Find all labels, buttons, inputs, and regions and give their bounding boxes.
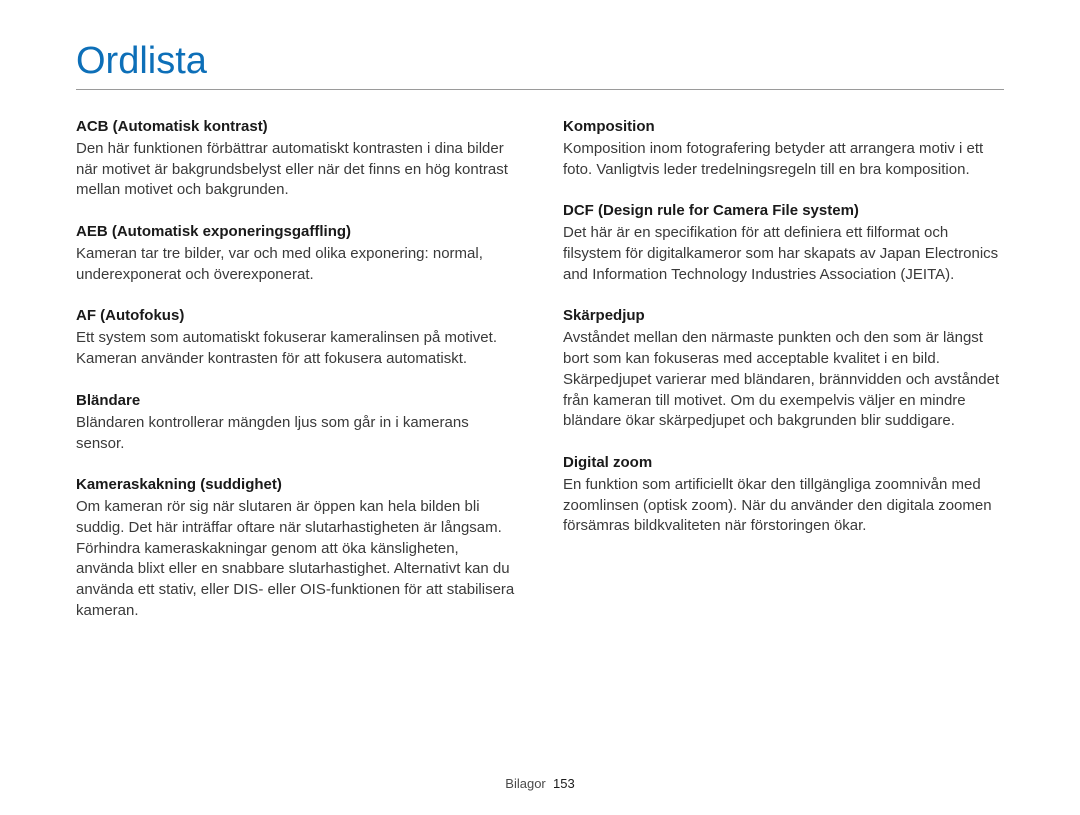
glossary-entry: ACB (Automatisk kontrast) Den här funkti… xyxy=(76,118,517,201)
glossary-definition: En funktion som artificiellt ökar den ti… xyxy=(563,475,1004,537)
glossary-term: Skärpedjup xyxy=(563,307,1004,324)
glossary-entry: Digital zoom En funktion som artificiell… xyxy=(563,454,1004,537)
title-rule xyxy=(76,89,1004,90)
glossary-term: DCF (Design rule for Camera File system) xyxy=(563,202,1004,219)
glossary-term: Komposition xyxy=(563,118,1004,135)
glossary-definition: Det här är en specifikation för att defi… xyxy=(563,223,1004,285)
right-column: Komposition Komposition inom fotograferi… xyxy=(563,118,1004,643)
glossary-definition: Bländaren kontrollerar mängden ljus som … xyxy=(76,413,517,454)
glossary-definition: Komposition inom fotografering betyder a… xyxy=(563,139,1004,180)
glossary-entry: Kameraskakning (suddighet) Om kameran rö… xyxy=(76,476,517,621)
glossary-term: Digital zoom xyxy=(563,454,1004,471)
glossary-entry: DCF (Design rule for Camera File system)… xyxy=(563,202,1004,285)
glossary-term: ACB (Automatisk kontrast) xyxy=(76,118,517,135)
glossary-definition: Den här funktionen förbättrar automatisk… xyxy=(76,139,517,201)
glossary-entry: Skärpedjup Avståndet mellan den närmaste… xyxy=(563,307,1004,431)
glossary-definition: Om kameran rör sig när slutaren är öppen… xyxy=(76,497,517,621)
glossary-entry: Komposition Komposition inom fotograferi… xyxy=(563,118,1004,180)
page-title: Ordlista xyxy=(76,40,1004,83)
footer-section: Bilagor xyxy=(505,776,545,791)
glossary-term: AEB (Automatisk exponeringsgaffling) xyxy=(76,223,517,240)
glossary-definition: Kameran tar tre bilder, var och med olik… xyxy=(76,244,517,285)
glossary-term: Kameraskakning (suddighet) xyxy=(76,476,517,493)
glossary-term: Bländare xyxy=(76,392,517,409)
glossary-entry: Bländare Bländaren kontrollerar mängden … xyxy=(76,392,517,454)
document-page: Ordlista ACB (Automatisk kontrast) Den h… xyxy=(0,0,1080,815)
glossary-entry: AEB (Automatisk exponeringsgaffling) Kam… xyxy=(76,223,517,285)
glossary-columns: ACB (Automatisk kontrast) Den här funkti… xyxy=(76,118,1004,643)
glossary-definition: Avståndet mellan den närmaste punkten oc… xyxy=(563,328,1004,431)
glossary-entry: AF (Autofokus) Ett system som automatisk… xyxy=(76,307,517,369)
footer-page-number: 153 xyxy=(553,776,575,791)
glossary-definition: Ett system som automatiskt fokuserar kam… xyxy=(76,328,517,369)
glossary-term: AF (Autofokus) xyxy=(76,307,517,324)
left-column: ACB (Automatisk kontrast) Den här funkti… xyxy=(76,118,517,643)
page-footer: Bilagor 153 xyxy=(0,776,1080,791)
